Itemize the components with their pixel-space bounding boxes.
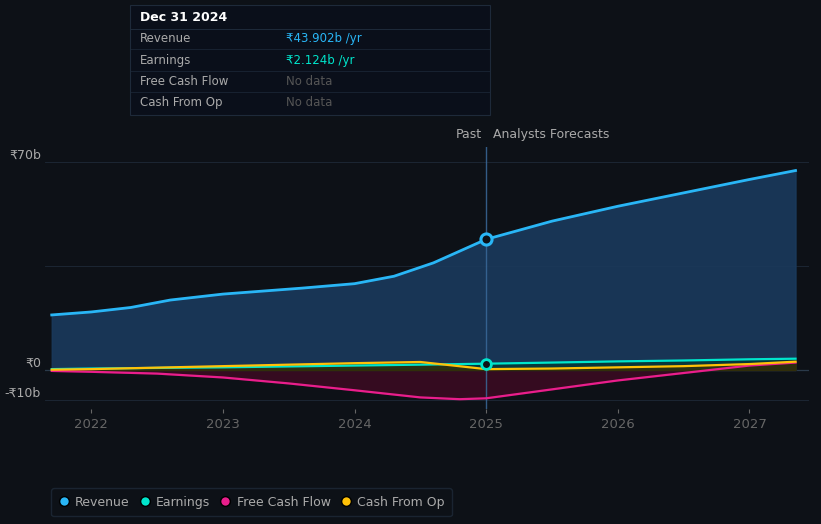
Text: ₹2.124b /yr: ₹2.124b /yr: [286, 53, 354, 67]
Text: ₹43.902b /yr: ₹43.902b /yr: [286, 32, 361, 46]
Text: Cash From Op: Cash From Op: [140, 96, 222, 109]
Text: Dec 31 2024: Dec 31 2024: [140, 12, 227, 24]
Text: -₹10b: -₹10b: [5, 387, 41, 400]
Text: No data: No data: [286, 96, 332, 109]
Text: ₹70b: ₹70b: [9, 149, 41, 161]
Text: ₹0: ₹0: [25, 357, 41, 370]
Text: No data: No data: [286, 75, 332, 88]
Text: Past: Past: [456, 128, 482, 141]
Text: Revenue: Revenue: [140, 32, 191, 46]
Legend: Revenue, Earnings, Free Cash Flow, Cash From Op: Revenue, Earnings, Free Cash Flow, Cash …: [52, 488, 452, 516]
Text: Analysts Forecasts: Analysts Forecasts: [493, 128, 609, 141]
Text: Earnings: Earnings: [140, 53, 191, 67]
Text: Free Cash Flow: Free Cash Flow: [140, 75, 228, 88]
